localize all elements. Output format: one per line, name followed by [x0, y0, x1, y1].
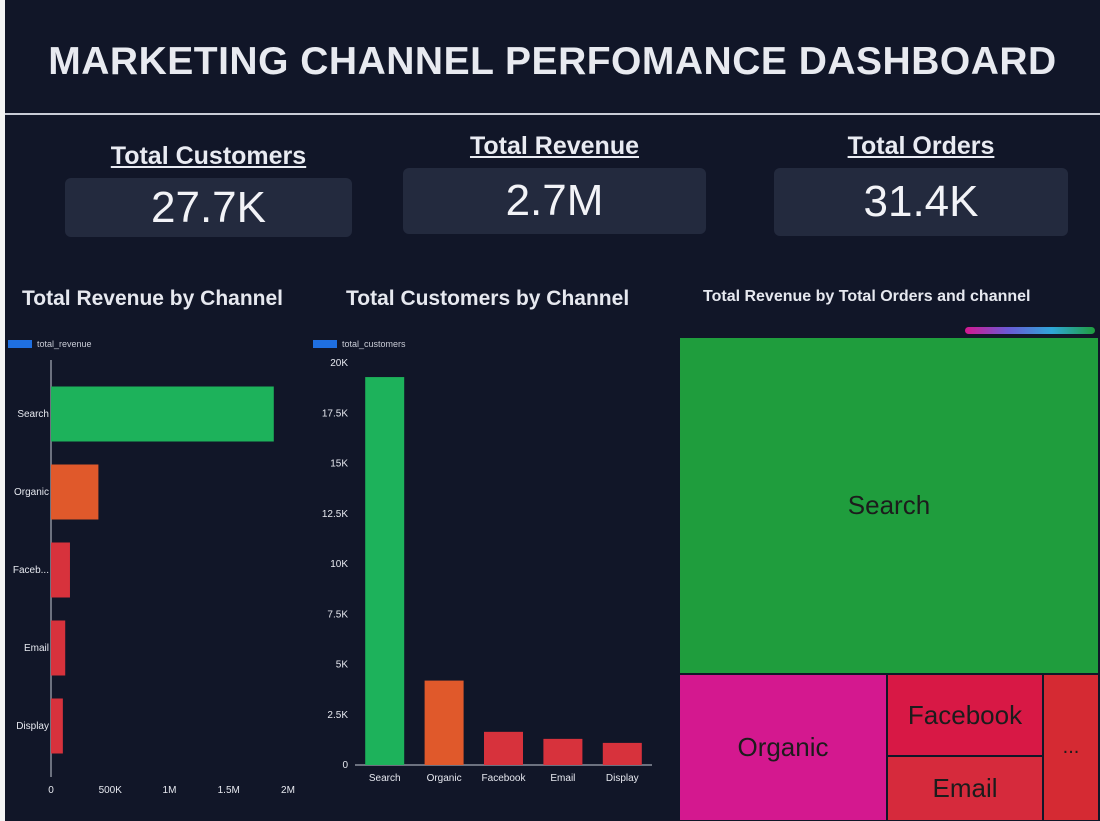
- treemap-cell-email[interactable]: Email: [888, 757, 1042, 820]
- legend-label: total_revenue: [37, 339, 92, 349]
- treemap-cell-organic[interactable]: Organic: [680, 675, 886, 820]
- x-tick-label: 0: [48, 785, 54, 796]
- bar-search: [51, 386, 274, 442]
- revenue-chart-title: Total Revenue by Channel: [22, 287, 283, 310]
- y-tick-label: 20K: [330, 358, 348, 369]
- title-divider: [5, 113, 1100, 115]
- treemap-label-email: Email: [932, 773, 998, 803]
- treemap-cell-facebook[interactable]: Facebook: [888, 675, 1042, 755]
- x-category-label: Search: [369, 773, 401, 784]
- bar-organic: [51, 464, 99, 520]
- kpi-customers-value: 27.7K: [65, 178, 352, 237]
- kpi-revenue-label: Total Revenue: [469, 132, 640, 160]
- bar-display: [51, 698, 63, 754]
- customers-chart-title: Total Customers by Channel: [346, 287, 630, 310]
- category-label: Search: [17, 409, 49, 420]
- y-tick-label: 5K: [336, 660, 349, 671]
- treemap-cell-search[interactable]: Search: [680, 338, 1098, 673]
- x-category-label: Email: [550, 773, 575, 784]
- y-tick-label: 7.5K: [327, 609, 348, 620]
- treemap-color-scale: [965, 327, 1095, 334]
- y-tick-label: 17.5K: [322, 408, 348, 419]
- treemap-label-facebook: Facebook: [907, 699, 1023, 730]
- bar-email: [51, 620, 66, 676]
- kpi-customers-label: Total Customers: [110, 142, 307, 170]
- y-tick-label: 15K: [330, 459, 348, 470]
- category-label: Organic: [14, 487, 49, 498]
- treemap-label-more: ...: [1062, 736, 1080, 758]
- customers-bar-chart: total_customers 0 2.5K 5K 7.5K 10K 12.5K 15K 17.…: [313, 339, 652, 784]
- dashboard-title: MARKETING CHANNEL PERFOMANCE DASHBOARD: [48, 40, 1057, 83]
- legend-swatch: [8, 340, 32, 348]
- legend-label: total_customers: [342, 339, 406, 349]
- y-tick-label: 10K: [330, 559, 348, 570]
- treemap-label-organic: Organic: [737, 732, 829, 762]
- treemap-cell-more[interactable]: ...: [1044, 675, 1098, 820]
- bar-organic: [424, 680, 464, 765]
- category-label: Faceb...: [13, 565, 49, 576]
- y-tick-label: 12.5K: [322, 509, 348, 520]
- x-tick-label: 1M: [163, 785, 177, 796]
- kpi-orders-value: 31.4K: [774, 168, 1068, 236]
- bar-facebook: [484, 731, 523, 765]
- legend-swatch: [313, 340, 337, 348]
- revenue-bar-chart: total_revenue Search Organic Faceb... Email D…: [8, 339, 295, 796]
- x-category-label: Display: [606, 773, 639, 784]
- kpi-orders-label: Total Orders: [847, 132, 995, 160]
- treemap-chart: Search Organic Facebook Email ...: [680, 325, 1098, 820]
- category-label: Email: [24, 643, 49, 654]
- category-label: Display: [16, 721, 49, 732]
- treemap-label-search: Search: [847, 490, 931, 520]
- x-tick-label: 1.5M: [218, 785, 240, 796]
- bar-facebook: [51, 542, 70, 598]
- bar-email: [543, 738, 583, 765]
- x-category-label: Organic: [427, 773, 462, 784]
- y-tick-label: 2.5K: [327, 710, 348, 721]
- kpi-revenue-value: 2.7M: [403, 168, 706, 234]
- bar-display: [602, 742, 642, 765]
- left-edge-strip: [0, 0, 5, 821]
- bar-search: [365, 377, 405, 765]
- x-tick-label: 2M: [281, 785, 295, 796]
- x-category-label: Facebook: [482, 773, 527, 784]
- x-tick-label: 500K: [99, 785, 123, 796]
- treemap-chart-title: Total Revenue by Total Orders and channe…: [703, 288, 1031, 305]
- y-tick-label: 0: [342, 760, 348, 771]
